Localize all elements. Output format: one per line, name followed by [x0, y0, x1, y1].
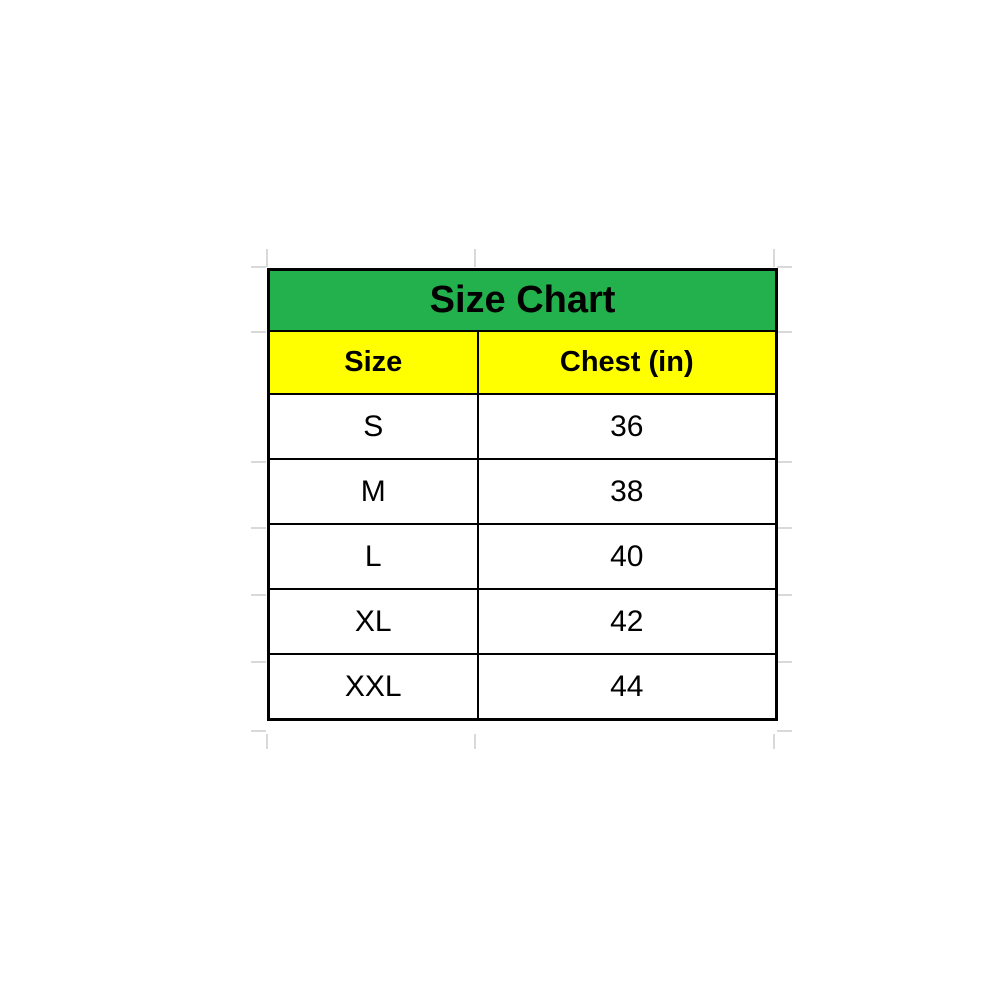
gridline-stub: [777, 661, 792, 663]
gridline-stub: [777, 331, 792, 333]
size-cell: L: [267, 523, 479, 590]
table-row: L 40: [267, 523, 778, 590]
gridline-stub: [251, 527, 266, 529]
gridline-stub: [777, 461, 792, 463]
gridline-stub: [777, 730, 792, 732]
chest-cell: 40: [476, 523, 778, 590]
gridline-stub: [251, 266, 266, 268]
column-header-size: Size: [267, 330, 479, 395]
gridline-stub: [773, 734, 775, 749]
gridline-stub: [773, 249, 775, 267]
column-header-chest: Chest (in): [476, 330, 778, 395]
gridline-stub: [251, 461, 266, 463]
gridline-stub: [266, 249, 268, 267]
gridline-stub: [251, 730, 266, 732]
chest-cell: 36: [476, 393, 778, 460]
gridline-stub: [474, 249, 476, 267]
table-row: M 38: [267, 458, 778, 525]
gridline-stub: [266, 734, 268, 749]
gridline-stub: [251, 331, 266, 333]
size-cell: S: [267, 393, 479, 460]
chest-cell: 44: [476, 653, 778, 721]
gridline-stub: [251, 661, 266, 663]
gridline-stub: [251, 594, 266, 596]
table-title: Size Chart: [267, 268, 778, 332]
table-row: S 36: [267, 393, 778, 460]
gridline-stub: [777, 527, 792, 529]
gridline-stub: [777, 594, 792, 596]
size-chart-table: Size Chart Size Chest (in) S 36 M 38 L 4…: [267, 268, 779, 721]
chest-cell: 42: [476, 588, 778, 655]
size-cell: XXL: [267, 653, 479, 721]
chest-cell: 38: [476, 458, 778, 525]
table-row: XXL 44: [267, 653, 778, 721]
gridline-stub: [777, 266, 792, 268]
gridline-stub: [474, 734, 476, 749]
size-cell: M: [267, 458, 479, 525]
table-title-row: Size Chart: [267, 268, 778, 332]
table-header-row: Size Chest (in): [267, 330, 778, 395]
size-cell: XL: [267, 588, 479, 655]
table-row: XL 42: [267, 588, 778, 655]
